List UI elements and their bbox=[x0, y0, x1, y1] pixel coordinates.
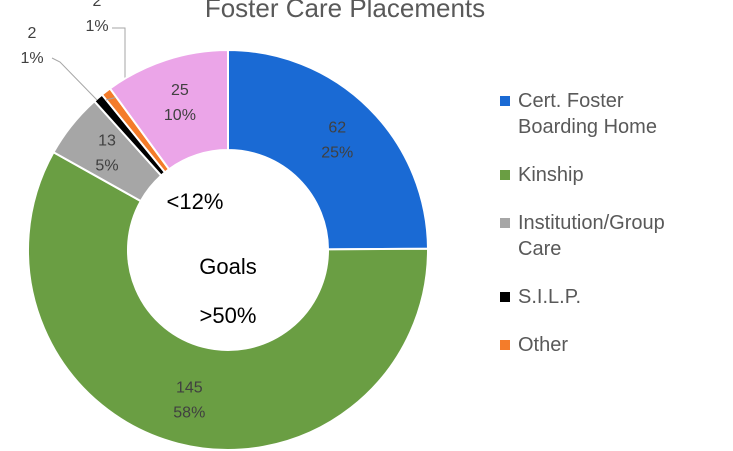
chart-title: Foster Care Placements bbox=[205, 0, 485, 23]
data-label: 2 bbox=[93, 0, 102, 10]
legend-swatch bbox=[500, 170, 510, 180]
center-label: Goals bbox=[199, 254, 256, 279]
leader-line bbox=[51, 57, 98, 101]
data-label: 62 bbox=[328, 119, 346, 136]
legend-label: Kinship bbox=[518, 164, 584, 186]
data-label-percent: 5% bbox=[95, 157, 118, 174]
donut-segment bbox=[227, 48, 430, 251]
data-label: 13 bbox=[98, 132, 116, 149]
data-label-percent: 1% bbox=[20, 50, 43, 67]
legend-swatch bbox=[500, 96, 510, 106]
donut-segment bbox=[108, 48, 229, 171]
donut-segment bbox=[27, 150, 429, 451]
data-label: 25 bbox=[171, 82, 189, 99]
legend-swatch bbox=[500, 340, 510, 350]
data-label-percent: 10% bbox=[164, 107, 196, 124]
legend-label: Cert. Foster Boarding Home bbox=[518, 90, 657, 138]
legend-label: Institution/Group Care bbox=[518, 212, 665, 260]
legend-swatch bbox=[500, 218, 510, 228]
data-label: 2 bbox=[28, 25, 37, 42]
data-label-percent: 58% bbox=[173, 404, 205, 421]
center-label: >50% bbox=[200, 303, 257, 328]
data-label-percent: 25% bbox=[321, 144, 353, 161]
data-label: 145 bbox=[176, 379, 203, 396]
data-label-percent: 1% bbox=[85, 18, 108, 35]
legend-swatch bbox=[500, 292, 510, 302]
legend-label: Other bbox=[518, 334, 569, 356]
legend-label: S.I.L.P. bbox=[518, 286, 582, 308]
center-label: <12% bbox=[167, 189, 224, 214]
